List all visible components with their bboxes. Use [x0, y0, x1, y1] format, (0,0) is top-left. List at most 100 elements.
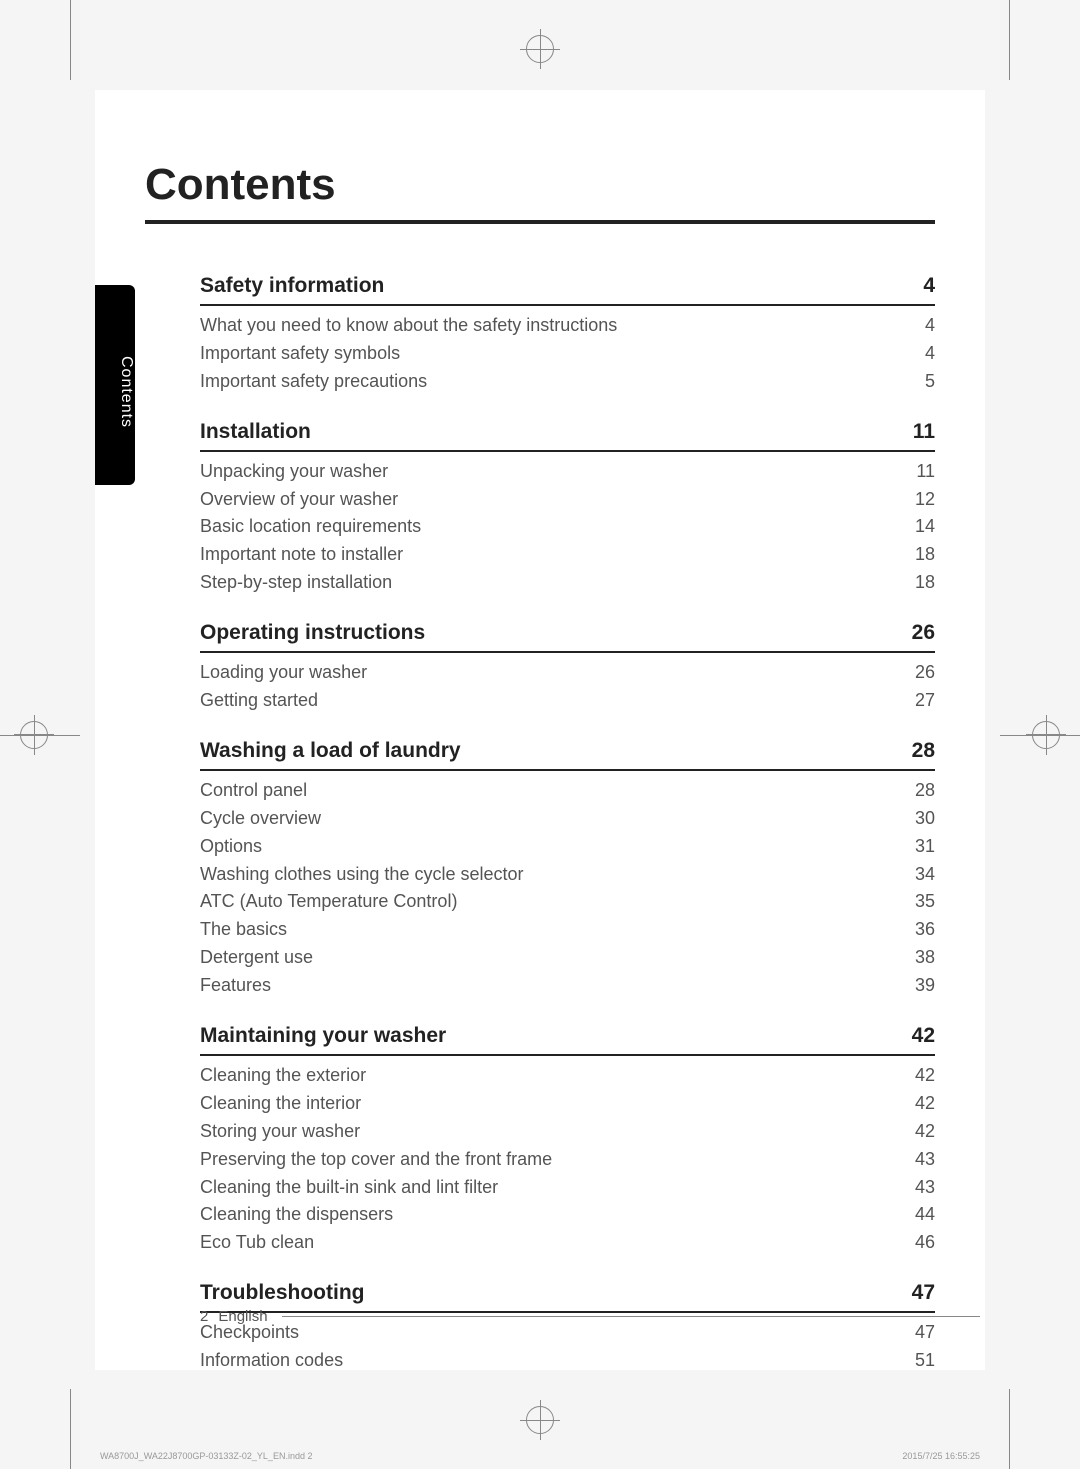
- toc-entry-page: 51: [915, 1347, 935, 1375]
- toc-entry-label: Options: [200, 833, 262, 861]
- language-label: English: [218, 1308, 267, 1325]
- table-of-contents: Safety information 4 What you need to know…: [200, 264, 935, 1377]
- toc-entry-page: 43: [915, 1174, 935, 1202]
- toc-entry: ATC (Auto Temperature Control)35: [200, 888, 935, 916]
- toc-entry: Basic location requirements 14: [200, 513, 935, 541]
- toc-entry-page: 30: [915, 805, 935, 833]
- toc-entry-page: 28: [915, 777, 935, 805]
- toc-entry: Detergent use38: [200, 944, 935, 972]
- toc-section-page: 28: [912, 739, 935, 763]
- toc-entry: Washing clothes using the cycle selector…: [200, 861, 935, 889]
- toc-entries: Cleaning the exterior 42 Cleaning the inte…: [200, 1056, 935, 1259]
- toc-section-title: Safety information: [200, 274, 384, 298]
- toc-entry-label: ATC (Auto Temperature Control): [200, 888, 457, 916]
- toc-entry-label: Important safety symbols: [200, 340, 400, 368]
- toc-entry: What you need to know about the safety i…: [200, 312, 935, 340]
- toc-section-page: 11: [913, 420, 935, 444]
- toc-entry: Overview of your washer12: [200, 486, 935, 514]
- toc-section-title: Operating instructions: [200, 621, 425, 645]
- toc-entry-label: Cleaning the dispensers: [200, 1201, 393, 1229]
- toc-entry-page: 42: [915, 1090, 935, 1118]
- imprint: WA8700J_WA22J8700GP-03133Z-02_YL_EN.indd…: [100, 1451, 980, 1461]
- toc-section-title: Washing a load of laundry: [200, 739, 461, 763]
- toc-entry-page: 27: [915, 687, 935, 715]
- toc-entries: Control panel28Cycle overview 30 Options 31…: [200, 771, 935, 1002]
- toc-entry-page: 39: [915, 972, 935, 1000]
- toc-entry-page: 18: [915, 569, 935, 597]
- toc-section-heading: Maintaining your washer 42: [200, 1014, 935, 1056]
- toc-entry-label: The basics: [200, 916, 287, 944]
- toc-entry-label: Step-by-step installation: [200, 569, 392, 597]
- toc-entry-label: Basic location requirements: [200, 513, 421, 541]
- toc-entry-label: Features: [200, 972, 271, 1000]
- toc-entry-page: 26: [915, 659, 935, 687]
- toc-entry-label: Cleaning the built-in sink and lint filt…: [200, 1174, 498, 1202]
- crop-mark: [1009, 0, 1010, 80]
- toc-entry-page: 14: [915, 513, 935, 541]
- toc-entry-page: 12: [915, 486, 935, 514]
- toc-entry-label: Information codes: [200, 1347, 343, 1375]
- toc-entry: Cycle overview 30: [200, 805, 935, 833]
- toc-entry-page: 44: [915, 1201, 935, 1229]
- toc-section-heading: Installation 11: [200, 410, 935, 452]
- toc-entry-label: Preserving the top cover and the front f…: [200, 1146, 552, 1174]
- toc-entries: Loading your washer 26 Getting started 27: [200, 653, 935, 717]
- toc-section-title: Maintaining your washer: [200, 1024, 446, 1048]
- toc-entry: Getting started 27: [200, 687, 935, 715]
- toc-entry: Information codes 51: [200, 1347, 935, 1375]
- toc-entry-label: What you need to know about the safety i…: [200, 312, 617, 340]
- toc-entries: What you need to know about the safety i…: [200, 306, 935, 398]
- toc-entry-page: 4: [925, 312, 935, 340]
- toc-entry: Control panel28: [200, 777, 935, 805]
- imprint-left: WA8700J_WA22J8700GP-03133Z-02_YL_EN.indd…: [100, 1451, 312, 1461]
- toc-entry-label: Getting started: [200, 687, 318, 715]
- toc-entry: Unpacking your washer11: [200, 458, 935, 486]
- registration-mark-icon: [1032, 721, 1060, 749]
- toc-entry-label: Loading your washer: [200, 659, 367, 687]
- footer-rule: [282, 1316, 980, 1317]
- toc-section-title: Installation: [200, 420, 311, 444]
- crop-mark: [1009, 1389, 1010, 1469]
- toc-entry-label: Unpacking your washer: [200, 458, 388, 486]
- imprint-right: 2015/7/25 16:55:25: [902, 1451, 980, 1461]
- registration-mark-icon: [526, 1406, 554, 1434]
- toc-entry-page: 42: [915, 1118, 935, 1146]
- toc-entries: Unpacking your washer11Overview of your …: [200, 452, 935, 599]
- toc-entry: Important note to installer18: [200, 541, 935, 569]
- toc-section-page: 4: [923, 274, 935, 298]
- toc-entry: Features 39: [200, 972, 935, 1000]
- page-number: 2: [200, 1308, 208, 1325]
- toc-entry: Preserving the top cover and the front f…: [200, 1146, 935, 1174]
- toc-section-page: 42: [912, 1024, 935, 1048]
- toc-entry-page: 31: [915, 833, 935, 861]
- toc-entry-label: Washing clothes using the cycle selector: [200, 861, 524, 889]
- toc-entry-page: 4: [925, 340, 935, 368]
- toc-entry-page: 36: [915, 916, 935, 944]
- toc-entry: Loading your washer 26: [200, 659, 935, 687]
- page: Contents Contents Safety information4Wha…: [95, 90, 985, 1370]
- toc-entry-label: Eco Tub clean: [200, 1229, 314, 1257]
- toc-section-heading: Safety information 4: [200, 264, 935, 306]
- title-rule: [145, 220, 935, 224]
- toc-entry-page: 43: [915, 1146, 935, 1174]
- toc-entry-page: 34: [915, 861, 935, 889]
- toc-entry: Options 31: [200, 833, 935, 861]
- toc-section-page: 47: [912, 1281, 935, 1305]
- registration-mark-icon: [526, 35, 554, 63]
- toc-entry: Eco Tub clean 46: [200, 1229, 935, 1257]
- toc-entry-page: 38: [915, 944, 935, 972]
- toc-entry-label: Important safety precautions: [200, 368, 427, 396]
- toc-entry-page: 42: [915, 1062, 935, 1090]
- toc-entry-label: Cycle overview: [200, 805, 321, 833]
- toc-entry: Important safety symbols 4: [200, 340, 935, 368]
- toc-entry-page: 46: [915, 1229, 935, 1257]
- toc-entry-label: Storing your washer: [200, 1118, 360, 1146]
- toc-entry-label: Cleaning the interior: [200, 1090, 361, 1118]
- toc-entry-page: 18: [915, 541, 935, 569]
- toc-entry: Storing your washer 42: [200, 1118, 935, 1146]
- toc-entry: The basics 36: [200, 916, 935, 944]
- toc-section-page: 26: [912, 621, 935, 645]
- toc-entry: Cleaning the built-in sink and lint filt…: [200, 1174, 935, 1202]
- toc-entry-label: Cleaning the exterior: [200, 1062, 366, 1090]
- toc-section-heading: Operating instructions 26: [200, 611, 935, 653]
